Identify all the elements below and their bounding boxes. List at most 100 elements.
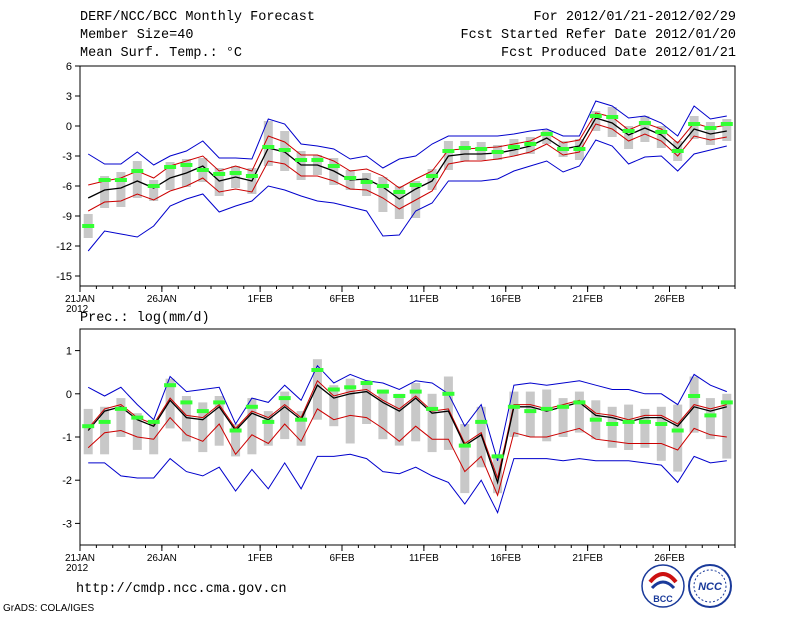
- forecast-marker: [311, 368, 324, 372]
- forecast-marker: [131, 169, 144, 173]
- forecast-marker: [147, 184, 160, 188]
- spread-box: [558, 398, 568, 437]
- x-tick-label: 11FEB: [409, 553, 439, 564]
- spread-box: [394, 393, 404, 446]
- x-tick-label: 21JAN: [65, 294, 95, 305]
- spread-box: [181, 396, 191, 442]
- forecast-marker: [475, 147, 488, 151]
- forecast-marker: [278, 148, 291, 152]
- forecast-marker: [327, 387, 340, 392]
- x-tick-label: 2012: [66, 304, 89, 315]
- y-tick-label: -9: [62, 211, 72, 223]
- forecast-marker: [344, 385, 357, 390]
- spread-box: [689, 116, 699, 139]
- forecast-marker: [409, 183, 422, 187]
- forecast-marker: [557, 147, 570, 151]
- spread-box: [247, 398, 257, 455]
- spread-box: [574, 391, 584, 433]
- bcc-logo: BCC: [641, 564, 685, 608]
- ncc-logo: NCC: [688, 564, 732, 608]
- spread-box: [132, 161, 142, 198]
- spread-box: [296, 411, 306, 446]
- forecast-marker: [196, 409, 209, 414]
- forecast-marker: [589, 114, 602, 118]
- chart-title: DERF/NCC/BCC Monthly Forecast: [80, 10, 315, 25]
- spread-box: [443, 376, 453, 450]
- y-tick-label: -1: [62, 432, 72, 444]
- forecast-marker: [196, 168, 209, 172]
- spread-box: [83, 408, 93, 455]
- x-tick-label: 21FEB: [572, 553, 603, 564]
- spread-box: [673, 404, 683, 472]
- x-tick-label: 26JAN: [147, 553, 177, 564]
- x-tick-label: 26JAN: [147, 294, 177, 305]
- y-tick-label: -12: [56, 241, 72, 253]
- forecast-marker: [360, 381, 373, 385]
- x-tick-label: 6FEB: [329, 553, 354, 564]
- forecast-marker: [442, 391, 455, 396]
- forecast-marker: [557, 404, 570, 409]
- y-tick-label: 0: [66, 389, 72, 401]
- forecast-marker: [589, 417, 602, 422]
- spread-box: [345, 378, 355, 444]
- forecast-marker: [393, 394, 406, 398]
- forecast-marker: [622, 129, 635, 133]
- forecast-marker: [688, 394, 701, 398]
- x-tick-label: 16FEB: [490, 294, 521, 305]
- spread-box: [525, 391, 535, 437]
- forecast-marker: [606, 115, 619, 119]
- forecast-marker: [442, 149, 455, 153]
- forecast-marker: [229, 428, 242, 433]
- spread-box: [362, 380, 372, 424]
- forecast-marker: [180, 163, 193, 167]
- spread-box: [542, 130, 552, 144]
- spread-box: [607, 107, 617, 137]
- y-tick-label: -3: [62, 518, 72, 530]
- y-tick-label: 3: [66, 91, 72, 103]
- spread-box: [591, 111, 601, 131]
- forecast-marker: [327, 164, 340, 168]
- forecast-marker: [229, 171, 242, 175]
- spread-box: [656, 406, 666, 461]
- forecast-marker: [98, 419, 111, 424]
- forecast-marker: [720, 400, 733, 405]
- spread-box: [509, 391, 519, 437]
- forecast-marker: [245, 174, 258, 178]
- y-tick-label: -2: [62, 475, 72, 487]
- footer-url: http://cmdp.ncc.cma.gov.cn: [76, 582, 287, 597]
- forecast-marker: [671, 149, 684, 153]
- ensemble-mean-line: [87, 384, 727, 485]
- forecast-marker: [606, 422, 619, 426]
- forecast-marker: [376, 389, 389, 394]
- forecast-marker: [704, 413, 717, 418]
- spread-box: [640, 408, 650, 448]
- forecast-marker: [720, 122, 733, 126]
- x-tick-label: 26FEB: [654, 553, 685, 564]
- forecast-marker: [573, 400, 586, 405]
- x-tick-label: 21JAN: [65, 553, 95, 564]
- y-tick-label: -3: [62, 151, 72, 163]
- spread-box: [427, 169, 437, 190]
- forecast-marker: [164, 383, 177, 388]
- maximum-line: [87, 364, 727, 461]
- spread-box: [460, 424, 470, 494]
- spread-box: [476, 406, 486, 468]
- y-tick-label: -6: [62, 181, 72, 193]
- forecast-marker: [131, 415, 144, 420]
- mean-spread-line: [87, 408, 727, 497]
- forecast-period: For 2012/01/21-2012/02/29: [533, 10, 736, 25]
- forecast-marker: [540, 132, 553, 136]
- spread-box: [493, 454, 503, 494]
- spread-box: [411, 383, 421, 442]
- spread-box: [427, 393, 437, 453]
- x-tick-label: 1FEB: [248, 294, 273, 305]
- spread-box: [640, 116, 650, 142]
- forecast-marker: [524, 142, 537, 146]
- member-size: Member Size=40: [80, 28, 194, 43]
- x-tick-label: 1FEB: [248, 553, 273, 564]
- forecast-marker: [114, 178, 127, 182]
- x-tick-label: 11FEB: [409, 294, 439, 305]
- forecast-marker: [458, 443, 471, 448]
